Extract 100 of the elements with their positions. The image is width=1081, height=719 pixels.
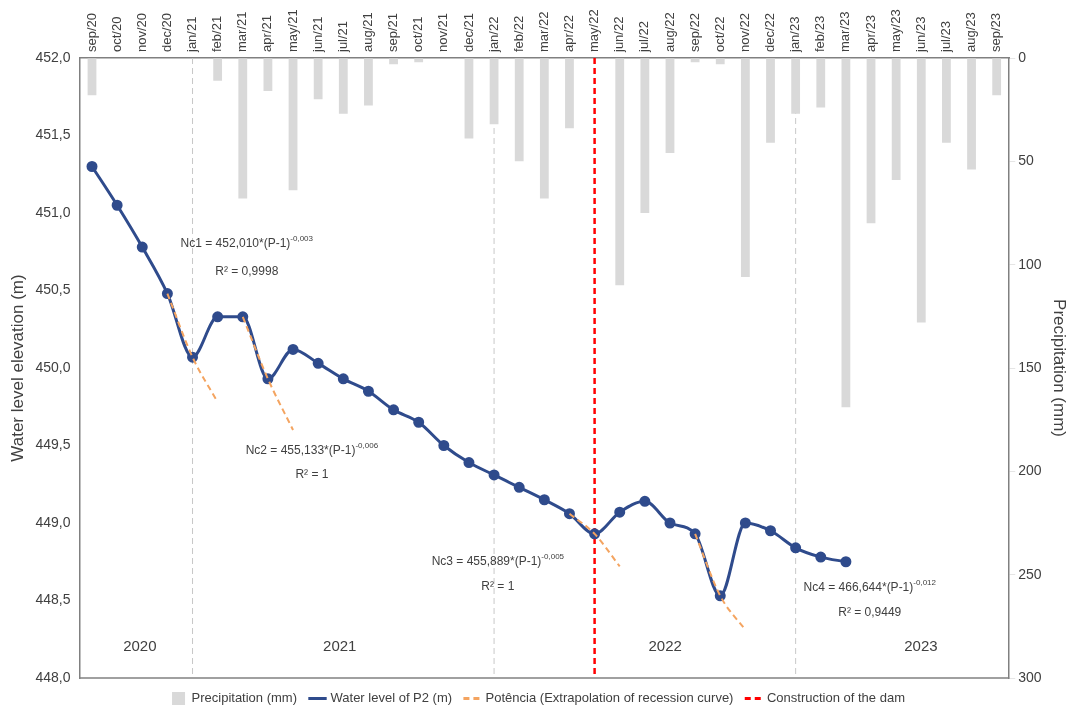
x-tick-label: feb/22 xyxy=(510,15,526,52)
y2-tick-label: 150 xyxy=(1018,358,1042,375)
point xyxy=(463,457,475,469)
bar xyxy=(740,58,750,278)
x-tick-label: may/23 xyxy=(887,9,903,52)
bar xyxy=(313,58,323,100)
x-tick-label: may/21 xyxy=(284,9,300,52)
point xyxy=(790,542,802,554)
x-tick-label: oct/20 xyxy=(108,16,124,52)
point xyxy=(86,161,98,172)
x-tick-label: feb/21 xyxy=(209,15,225,52)
x-tick-label: sep/23 xyxy=(988,12,1004,52)
x-tick-label: dec/20 xyxy=(158,12,174,52)
point xyxy=(488,469,500,481)
x-tick-label: nov/20 xyxy=(133,12,149,52)
x-tick-label: oct/21 xyxy=(410,16,426,52)
bar xyxy=(967,58,976,170)
bar xyxy=(364,58,373,106)
bar xyxy=(766,58,775,143)
x-tick-label: feb/23 xyxy=(812,15,828,52)
x-tick-label: sep/22 xyxy=(686,12,702,52)
point xyxy=(362,385,374,397)
y-tick-label: 450,0 xyxy=(35,358,71,375)
y2-tick-label: 300 xyxy=(1018,668,1042,685)
x-tick-label: may/22 xyxy=(586,9,602,52)
point xyxy=(815,551,827,563)
x-tick-label: jun/22 xyxy=(611,16,627,53)
bar xyxy=(891,58,901,180)
point xyxy=(765,525,777,537)
bar xyxy=(866,58,876,224)
y2-tick-label: 100 xyxy=(1018,255,1042,272)
legend-label: Water level of P2 (m) xyxy=(330,690,453,706)
y-tick-label: 450,5 xyxy=(35,281,71,298)
annotation: R² = 0,9449 xyxy=(838,605,902,620)
x-tick-label: jan/21 xyxy=(184,16,200,53)
x-tick-label: jul/22 xyxy=(636,20,652,53)
point xyxy=(312,357,324,369)
x-tick-label: dec/21 xyxy=(460,12,476,52)
y-tick-label: 449,0 xyxy=(35,513,71,530)
x-tick-label: apr/22 xyxy=(561,15,577,52)
bar xyxy=(841,58,851,408)
x-tick-label: aug/22 xyxy=(661,12,677,52)
point xyxy=(438,440,450,451)
y-tick-label: 449,5 xyxy=(35,436,71,453)
y-tick-label: 451,0 xyxy=(35,203,71,220)
y-tick-label: 451,5 xyxy=(35,126,71,143)
bar xyxy=(389,58,398,65)
point xyxy=(413,416,425,428)
y-tick-label: 452,0 xyxy=(35,48,71,65)
bar xyxy=(715,58,725,65)
annotation: R² = 0,9998 xyxy=(215,264,279,279)
point xyxy=(614,506,626,518)
x-tick-label: jan/22 xyxy=(485,16,501,53)
x-tick-label: sep/21 xyxy=(385,12,401,52)
y-tick-label: 448,5 xyxy=(35,591,71,608)
x-tick-label: oct/22 xyxy=(711,16,727,52)
bar xyxy=(514,58,524,162)
bar xyxy=(791,58,801,114)
x-tick-label: mar/23 xyxy=(837,11,853,52)
bar xyxy=(238,58,248,199)
legend-label: Construction of the dam xyxy=(766,690,905,706)
x-tick-label: sep/20 xyxy=(83,12,99,52)
x-tick-label: jul/23 xyxy=(937,20,953,53)
point xyxy=(337,373,349,385)
legend-label: Potência (Extrapolation of recession curve) xyxy=(485,690,734,706)
point xyxy=(739,517,751,529)
legend-label: Precipitation (mm) xyxy=(191,690,297,706)
bar xyxy=(615,58,625,286)
x-tick-label: apr/23 xyxy=(862,15,878,52)
annotation: R² = 1 xyxy=(481,579,515,594)
bar xyxy=(640,58,650,213)
point xyxy=(639,495,651,507)
y2-tick-label: 200 xyxy=(1018,462,1042,479)
x-tick-label: nov/21 xyxy=(435,12,451,52)
bar xyxy=(665,58,675,154)
bar xyxy=(992,58,1002,96)
bar xyxy=(942,58,951,143)
annotation: 2021 xyxy=(323,637,357,655)
annotation: 2023 xyxy=(904,637,938,655)
x-tick-label: mar/22 xyxy=(535,11,551,52)
x-tick-label: jun/21 xyxy=(309,16,325,53)
point xyxy=(513,481,525,493)
x-tick-label: apr/21 xyxy=(259,15,275,52)
bar xyxy=(489,58,499,125)
x-tick-label: dec/22 xyxy=(762,12,778,52)
x-tick-label: aug/23 xyxy=(963,12,979,52)
x-tick-label: jul/21 xyxy=(334,20,350,53)
bar xyxy=(464,58,474,139)
y2-axis-title: Precipitation (mm) xyxy=(1050,299,1070,437)
bar xyxy=(213,58,223,81)
point xyxy=(212,311,224,323)
point xyxy=(388,404,400,416)
bar xyxy=(288,58,298,191)
annotation: 2022 xyxy=(648,637,682,655)
y2-tick-label: 50 xyxy=(1018,152,1035,169)
point xyxy=(840,556,852,568)
bar xyxy=(263,58,273,92)
annotation: R² = 1 xyxy=(295,466,329,481)
bar xyxy=(338,58,348,114)
bar xyxy=(539,58,549,199)
